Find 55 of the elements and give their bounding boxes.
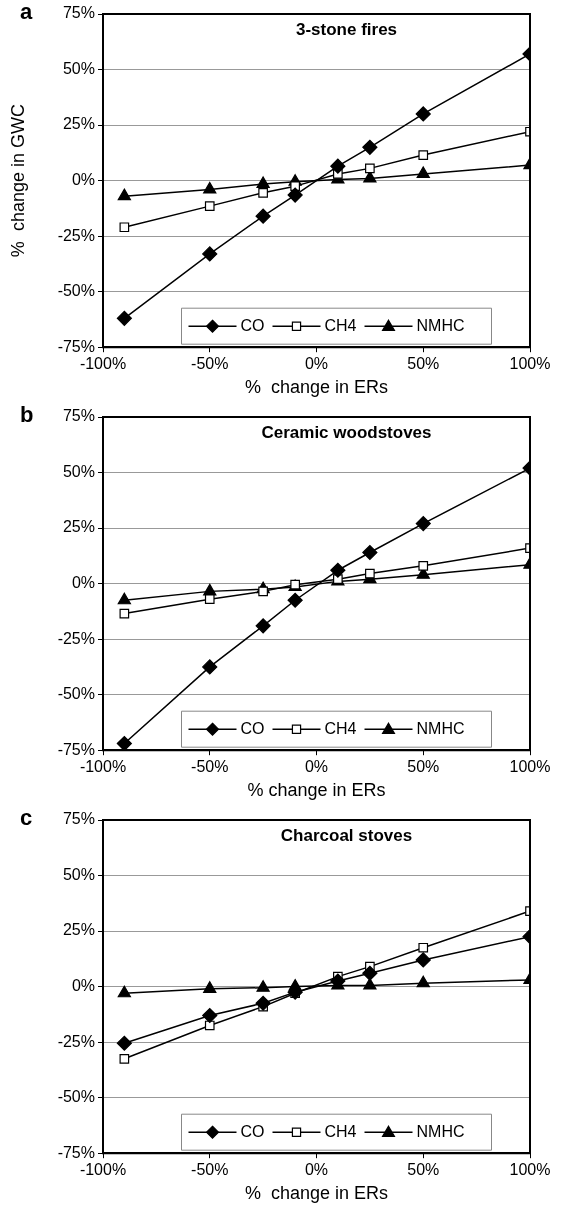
- x-axis-title: % change in ERs: [244, 1183, 389, 1204]
- legend-label: CO: [240, 1122, 265, 1140]
- y-tick-label: 0%: [71, 171, 95, 189]
- y-tick-label: -25%: [57, 1032, 95, 1050]
- legend-label: CH4: [324, 1122, 357, 1140]
- legend-label: CH4: [324, 719, 357, 737]
- y-tick-label: -25%: [57, 629, 95, 647]
- y-tick-label: 0%: [71, 977, 95, 995]
- x-tick-label: -50%: [191, 1161, 229, 1179]
- x-tick-label: 0%: [304, 758, 329, 776]
- y-tick-label: -75%: [57, 740, 95, 758]
- y-tick-label: 75%: [62, 810, 95, 828]
- legend-label: CO: [240, 316, 265, 334]
- x-tick-label: -100%: [79, 1161, 127, 1179]
- y-tick-label: 25%: [62, 115, 95, 133]
- y-tick-label: 50%: [62, 865, 95, 883]
- x-tick-label: 50%: [407, 758, 440, 776]
- legend-label: NMHC: [416, 1122, 465, 1140]
- x-tick-label: 50%: [407, 355, 440, 373]
- chart-title: 3-stone fires: [295, 20, 398, 40]
- x-tick-label: 100%: [509, 1161, 551, 1179]
- y-axis-title: % change in GWC: [7, 104, 28, 258]
- y-tick-label: 25%: [62, 921, 95, 939]
- text: b: [20, 402, 34, 428]
- y-tick-label: -50%: [57, 685, 95, 703]
- x-tick-label: -100%: [79, 355, 127, 373]
- y-tick-label: 0%: [71, 574, 95, 592]
- chart-title: Ceramic woodstoves: [261, 423, 432, 443]
- x-tick-label: 0%: [304, 355, 329, 373]
- x-axis-title: % change in ERs: [244, 377, 389, 398]
- x-tick-label: 50%: [407, 1161, 440, 1179]
- x-axis-title: % change in ERs: [247, 780, 386, 801]
- text: c: [20, 805, 33, 831]
- x-tick-label: -100%: [79, 758, 127, 776]
- y-tick-label: -50%: [57, 1088, 95, 1106]
- y-tick-label: 25%: [62, 518, 95, 536]
- y-tick-label: 50%: [62, 462, 95, 480]
- y-tick-label: 50%: [62, 59, 95, 77]
- y-tick-label: -50%: [57, 282, 95, 300]
- chart-title: Charcoal stoves: [280, 826, 413, 846]
- x-tick-label: -50%: [191, 355, 229, 373]
- legend-label: CO: [240, 719, 265, 737]
- x-tick-label: -50%: [191, 758, 229, 776]
- legend-label: NMHC: [416, 316, 465, 334]
- y-tick-label: -75%: [57, 337, 95, 355]
- x-tick-label: 0%: [304, 1161, 329, 1179]
- legend-label: NMHC: [416, 719, 465, 737]
- x-tick-label: 100%: [509, 758, 551, 776]
- y-tick-label: 75%: [62, 407, 95, 425]
- y-tick-label: 75%: [62, 4, 95, 22]
- y-tick-label: -75%: [57, 1143, 95, 1161]
- x-tick-label: 100%: [509, 355, 551, 373]
- text: a: [20, 0, 33, 25]
- y-tick-label: -25%: [57, 226, 95, 244]
- legend-label: CH4: [324, 316, 357, 334]
